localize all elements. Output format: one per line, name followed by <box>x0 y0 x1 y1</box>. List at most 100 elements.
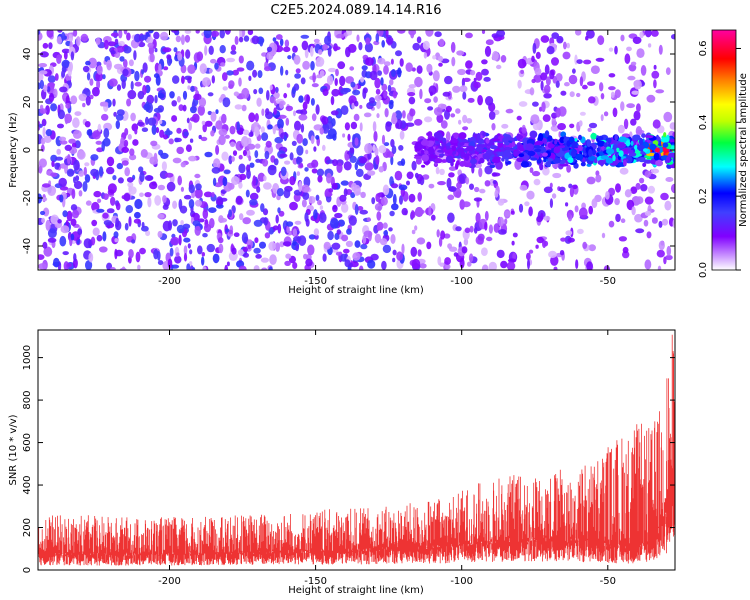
spectrogram-blob <box>88 252 94 263</box>
spectrogram-blob <box>373 130 378 142</box>
spectrogram-blob <box>154 95 158 104</box>
spectrogram-blob <box>478 167 483 178</box>
spectrogram-blob <box>630 186 638 194</box>
spectrogram-blob <box>401 207 408 216</box>
spectrogram-blob <box>95 140 103 145</box>
spectrogram-blob <box>61 59 71 69</box>
spectrogram-blob <box>569 91 575 98</box>
spectrogram-blob <box>286 221 294 227</box>
spectrogram-blob <box>551 193 557 199</box>
spectrogram-blob <box>419 263 427 269</box>
spectrogram-blob <box>150 140 158 147</box>
spectrogram-blob <box>131 239 136 244</box>
signal-blob <box>605 157 614 164</box>
signal-blob <box>520 161 530 168</box>
spectrogram-blob <box>170 236 180 246</box>
spectrogram-blob <box>382 222 388 229</box>
spectrogram-blob <box>113 63 123 70</box>
signal-blob <box>475 146 483 153</box>
spectrogram-blob <box>349 146 355 154</box>
spectrogram-blob <box>238 265 247 270</box>
spectrogram-blob <box>106 208 115 214</box>
spectrogram-blob <box>385 36 394 45</box>
spectrogram-blob <box>354 100 359 107</box>
signal-blob <box>554 140 558 145</box>
spectrogram-blob <box>157 184 165 191</box>
spectrogram-blob <box>185 144 192 152</box>
spectrogram-blob <box>61 31 66 41</box>
spectrogram-blob <box>408 96 416 105</box>
spectrogram-blob <box>188 155 197 162</box>
spectrogram-blob <box>155 127 160 134</box>
spectrogram-blob <box>269 96 276 104</box>
spectrogram-blob <box>72 129 82 139</box>
spectrogram-blob <box>248 112 256 123</box>
spectrogram-blob <box>162 220 171 232</box>
signal-blob <box>663 132 667 138</box>
spectrogram-blob <box>73 30 78 37</box>
spectrogram-blob <box>408 193 416 203</box>
spectrogram-blob <box>531 78 536 84</box>
spectrogram-blob <box>623 118 629 130</box>
spectrogram-blob <box>286 83 291 88</box>
spectrogram-blob <box>195 199 202 207</box>
spectrogram-blob <box>164 130 173 136</box>
spectrogram-blob <box>103 193 109 201</box>
signal-blob <box>568 136 575 143</box>
snr-trace <box>38 334 675 566</box>
spectrogram-blob <box>118 40 125 47</box>
spectrogram-blob <box>41 217 46 224</box>
spectrogram-blob <box>65 102 71 109</box>
spectrogram-blob <box>180 186 184 192</box>
spectrogram-blob <box>445 263 451 270</box>
spectrogram-blob <box>536 216 543 223</box>
spectrogram-blob <box>274 86 279 93</box>
signal-blob <box>643 159 653 164</box>
spectrogram-blob <box>229 125 236 135</box>
signal-blob <box>653 152 660 161</box>
spectrogram-blob <box>375 155 380 165</box>
tick-label: -40 <box>22 238 33 254</box>
spectrogram-blob <box>65 95 70 105</box>
signal-blob <box>446 145 450 150</box>
spectrogram-blob <box>389 210 395 217</box>
signal-blob <box>427 146 435 155</box>
spectrogram-blob <box>417 249 422 257</box>
spectrogram-blob <box>660 192 669 201</box>
spectrogram-blob <box>233 232 240 237</box>
spectrogram-blob <box>383 61 391 67</box>
spectrogram-blob <box>587 127 592 132</box>
spectrogram-blob <box>411 258 421 270</box>
spectrogram-blob <box>71 142 77 149</box>
spectrogram-blob <box>549 182 553 189</box>
snr-series <box>38 334 675 566</box>
spectrogram-blob <box>59 194 64 203</box>
spectrogram-blob <box>492 180 497 185</box>
signal-blob <box>421 164 426 168</box>
spectrogram-blob <box>128 186 137 195</box>
spectrogram-blob <box>231 176 240 185</box>
spectrogram-blob <box>326 134 334 140</box>
spectrogram-blob <box>630 118 637 126</box>
signal-blob <box>544 130 550 138</box>
spectrogram-blob <box>253 89 258 95</box>
spectrogram-blob <box>59 86 68 93</box>
spectrogram-blob <box>390 234 396 244</box>
spectrogram-blob <box>563 41 567 50</box>
tick-label: -100 <box>450 576 473 587</box>
spectrogram-blob <box>59 140 68 145</box>
spectrogram-blob <box>174 255 182 264</box>
spectrogram-blob <box>647 185 656 194</box>
spectrogram-blob <box>183 194 192 200</box>
spectrogram-blob <box>455 226 462 232</box>
spectrogram-blob <box>261 267 268 270</box>
spectrogram-blob <box>485 39 494 46</box>
spectrogram-blob <box>284 260 291 266</box>
signal-blob <box>635 149 640 156</box>
spectrogram-blob <box>469 225 474 233</box>
spectrogram-blob <box>345 76 354 84</box>
spectrogram-blob <box>238 182 243 189</box>
spectrogram-blob <box>85 96 91 106</box>
spectrogram-blob <box>257 172 266 182</box>
spectrogram-blob <box>658 240 665 251</box>
